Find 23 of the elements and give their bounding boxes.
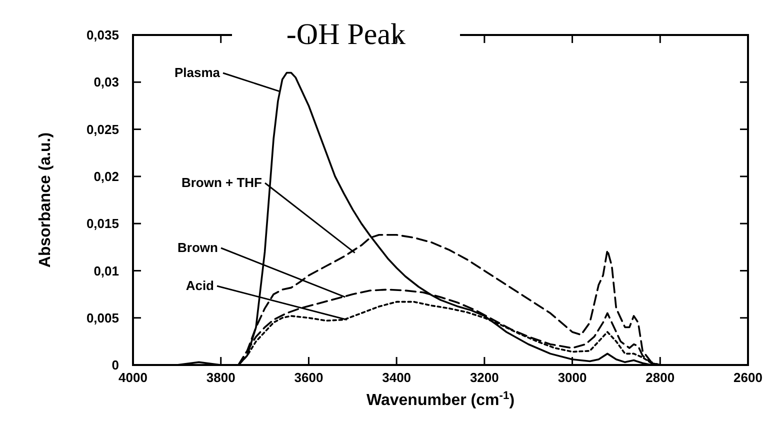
- y-tick-label: 0,015: [86, 216, 119, 232]
- annotation: Brown + THF: [181, 175, 262, 190]
- chart-title: -OH Peak: [286, 18, 406, 51]
- x-tick-label: 3000: [558, 370, 587, 385]
- x-tick-label: 3800: [206, 370, 236, 385]
- y-tick-label: 0,02: [94, 168, 119, 184]
- y-tick-label: 0,005: [86, 310, 119, 326]
- annotation: Acid: [186, 278, 214, 293]
- x-tick-label: 2800: [646, 370, 675, 385]
- y-axis-title: Absorbance (a.u.): [37, 132, 54, 268]
- x-tick-label: 3200: [470, 370, 499, 385]
- y-tick-label: 0,01: [94, 263, 119, 278]
- annotation: Brown: [178, 240, 218, 255]
- y-tick-label: 0,03: [94, 74, 119, 90]
- y-tick-label: 0,035: [86, 28, 119, 43]
- x-axis-title: Wavenumber (cm$^{-1}$): [366, 390, 515, 409]
- y-tick-label: 0: [112, 358, 119, 373]
- x-tick-label: 4000: [118, 370, 148, 385]
- x-tick-label: 3600: [294, 370, 324, 385]
- x-tick-label: 2600: [734, 370, 762, 385]
- annotation: Plasma: [174, 65, 221, 80]
- y-tick-label: 0,025: [86, 122, 119, 137]
- x-tick-label: 3400: [382, 370, 412, 385]
